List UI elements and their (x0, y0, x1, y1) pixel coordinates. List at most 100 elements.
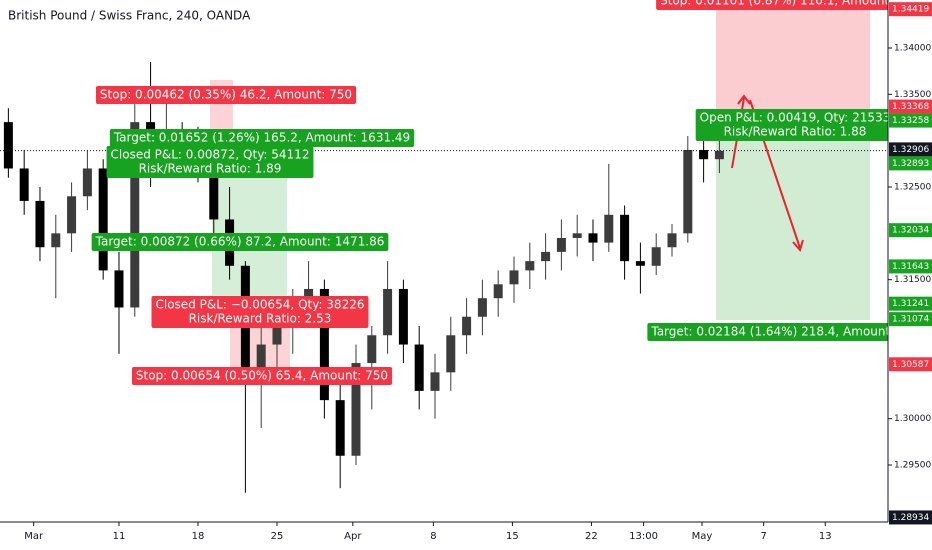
candle-body (588, 233, 598, 243)
price-marker (889, 99, 932, 114)
label-text: Closed P&L: 0.00872, Qty: 54112 (111, 148, 310, 162)
price-marker (889, 296, 932, 311)
label-text: Risk/Reward Ratio: 1.88 (724, 125, 867, 139)
arrow-head (792, 239, 804, 253)
price-marker-label: 1.32893 (892, 159, 929, 169)
label-box (131, 367, 393, 385)
position-boxes (210, 0, 870, 372)
candle-body (67, 196, 77, 234)
price-marker-label: 1.33368 (892, 102, 929, 112)
candle-body (383, 288, 393, 336)
candle-body (272, 326, 282, 345)
candle-body (572, 233, 582, 238)
label-box (106, 146, 314, 178)
candle-body (51, 233, 61, 248)
label-box (656, 0, 924, 10)
label-text: Stop: 0.00654 (0.50%) 65.4, Amount: 750 (136, 369, 388, 383)
y-tick-label: 1.34000 (894, 44, 931, 54)
candle-body (19, 168, 29, 201)
price-marker (889, 113, 932, 128)
candle-body (541, 251, 551, 262)
label-text: Stop: 0.00462 (0.35%) 46.2, Amount: 750 (100, 88, 352, 102)
candle-body (493, 284, 503, 299)
position-label: Target: 0.02184 (1.64%) 218.4, Amount: 1… (647, 323, 932, 341)
x-tick-label: 7 (760, 531, 766, 542)
label-box (91, 233, 389, 251)
label-box (109, 129, 415, 147)
price-marker-label: 1.31643 (892, 262, 929, 272)
price-marker (889, 259, 932, 274)
annotations: Stop: 0.00462 (0.35%) 46.2, Amount: 750 C… (91, 0, 932, 385)
price-marker (889, 156, 932, 171)
x-tick-label: 8 (430, 531, 436, 542)
price-marker-label: 1.33258 (892, 116, 929, 126)
time-axis (0, 522, 888, 550)
label-text: Stop: 0.01101 (0.87%) 110.1, Amount: 750 (660, 0, 920, 8)
x-tick-label: 22 (585, 531, 598, 542)
x-tick-label: Apr (344, 531, 362, 542)
price-marker-label: 1.31241 (892, 299, 929, 309)
price-marker-label: 1.28934 (892, 513, 929, 523)
candle-body (319, 288, 329, 401)
x-tick-label: Mar (24, 531, 44, 542)
candle-body (699, 149, 709, 160)
x-tick-label: 11 (113, 531, 126, 542)
candle-body (335, 400, 345, 456)
price-marker-label: 1.34419 (892, 5, 929, 15)
x-tick-label: 25 (271, 531, 284, 542)
price-marker-label: 1.32034 (892, 226, 929, 236)
price-marker (889, 312, 932, 327)
candle-body (446, 335, 456, 373)
position-label: Stop: 0.00654 (0.50%) 65.4, Amount: 750 (131, 367, 393, 385)
candle-body (82, 168, 92, 197)
candle-body (414, 344, 424, 391)
y-tick-label: 1.32500 (894, 183, 931, 193)
candle-body (509, 270, 519, 285)
candle-body (130, 122, 140, 308)
price-marker (889, 2, 932, 17)
candle-body (114, 270, 124, 308)
candle-body (462, 316, 472, 336)
label-box (647, 323, 932, 341)
price-marker-label: 1.30587 (892, 360, 929, 370)
label-text: Risk/Reward Ratio: 1.89 (139, 162, 282, 176)
price-axis (888, 0, 932, 550)
candle-body (304, 288, 314, 303)
candle-body (430, 372, 440, 391)
axes: 1.34000 1.33500 1.32500 1.31500 1.30000 1.295… (24, 2, 932, 542)
position-label: Closed P&L: −0.00654, Qty: 38226Risk/Rew… (151, 296, 369, 328)
y-tick-label: 1.29500 (894, 461, 931, 471)
price-marker (889, 142, 932, 157)
candle-body (477, 298, 487, 317)
label-text: Closed P&L: −0.00654, Qty: 38226 (156, 298, 365, 312)
position-label: Closed P&L: 0.00872, Qty: 54112Risk/Rewa… (106, 146, 314, 178)
candle-body (620, 214, 630, 262)
position-label: Target: 0.00872 (0.66%) 87.2, Amount: 14… (91, 233, 389, 251)
y-tick-label: 1.30000 (894, 414, 931, 424)
candle-body (683, 149, 693, 234)
candle-body (604, 214, 614, 243)
position-label: Open P&L: 0.00419, Qty: 21533Risk/Reward… (695, 109, 895, 141)
label-text: Target: 0.01652 (1.26%) 165.2, Amount: 1… (113, 131, 410, 145)
label-text: Open P&L: 0.00419, Qty: 21533 (700, 111, 891, 125)
candle-body (525, 261, 535, 271)
stop-zone (716, 0, 870, 112)
price-marker-label: 1.31074 (892, 315, 929, 325)
price-marker-label: 1.32906 (892, 145, 929, 155)
y-tick-label: 1.31500 (894, 275, 931, 285)
price-marker (889, 510, 932, 525)
label-box (695, 109, 895, 141)
label-text: Risk/Reward Ratio: 2.53 (189, 312, 332, 326)
candle-body (209, 168, 219, 220)
candle-body (35, 200, 45, 248)
x-tick-label: 18 (192, 531, 205, 542)
candle-body (351, 363, 361, 456)
y-tick-label: 1.33500 (894, 90, 931, 100)
label-box (151, 296, 369, 328)
label-text: Target: 0.00872 (0.66%) 87.2, Amount: 14… (95, 235, 385, 249)
label-box (95, 86, 357, 104)
chart-title: British Pound / Swiss Franc, 240, OANDA (8, 9, 251, 23)
price-marker (889, 223, 932, 238)
candle-body (3, 122, 13, 169)
